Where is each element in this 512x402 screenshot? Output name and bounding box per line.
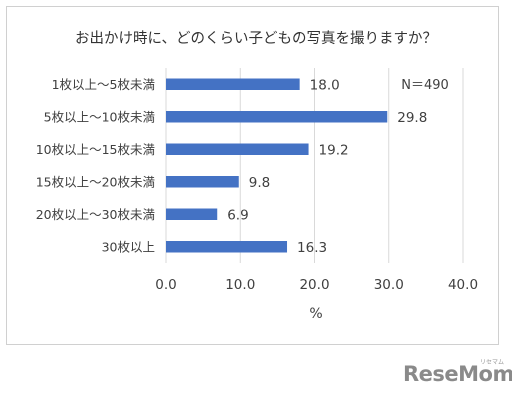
bars: 18.0 29.8 19.2 9.86.9 16.3 (166, 77, 427, 256)
x-tick-labels: 0.0 10.0 20.0 30.0 40.0 (155, 277, 478, 293)
resemom-logo: ReseMom (403, 362, 512, 386)
bar (166, 143, 309, 155)
category-label: 10枚以上～15枚未満 (36, 142, 155, 157)
resemom-logo-sub: リセマム (480, 359, 505, 366)
sample-size-note: N＝490 (401, 78, 449, 93)
data-label: 19.2 (319, 142, 349, 158)
category-label: 15枚以上～20枚未満 (36, 174, 155, 189)
data-label: 29.8 (397, 110, 427, 126)
bar (166, 241, 288, 253)
bar (166, 78, 300, 90)
data-label: 16.3 (297, 240, 327, 256)
category-label: 5枚以上～10枚未満 (44, 109, 155, 124)
category-label: 1枚以上～5枚未満 (52, 77, 155, 92)
chart-title: お出かけ時に、どのくらい子どもの写真を撮りますか？ (75, 29, 437, 47)
category-label: 20枚以上～30枚未満 (36, 207, 155, 222)
data-label: 18.0 (310, 77, 340, 93)
category-labels: 1枚以上～5枚未満 5枚以上～10枚未満 10枚以上～15枚未満 15枚以上～20枚未… (36, 77, 155, 255)
category-label: 30枚以上 (102, 239, 155, 254)
bar-chart: お出かけ時に、どのくらい子どもの写真を撮りますか？ 18.0 29.8 19.2 9.… (36, 29, 478, 322)
data-label: 9.8 (249, 175, 270, 191)
x-tick-label: 30.0 (374, 277, 404, 293)
grid-lines (165, 68, 464, 263)
x-axis-title: % (309, 306, 322, 322)
bar (166, 111, 388, 123)
data-label: 6.9 (227, 207, 248, 223)
x-tick-label: 20.0 (299, 277, 329, 293)
bar (166, 208, 218, 220)
chart-frame: お出かけ時に、どのくらい子どもの写真を撮りますか？ 18.0 29.8 19.2 9.… (6, 6, 499, 345)
x-tick-label: 40.0 (448, 277, 478, 293)
x-tick-label: 10.0 (225, 277, 255, 293)
x-tick-label: 0.0 (155, 277, 176, 293)
bar (166, 176, 239, 188)
